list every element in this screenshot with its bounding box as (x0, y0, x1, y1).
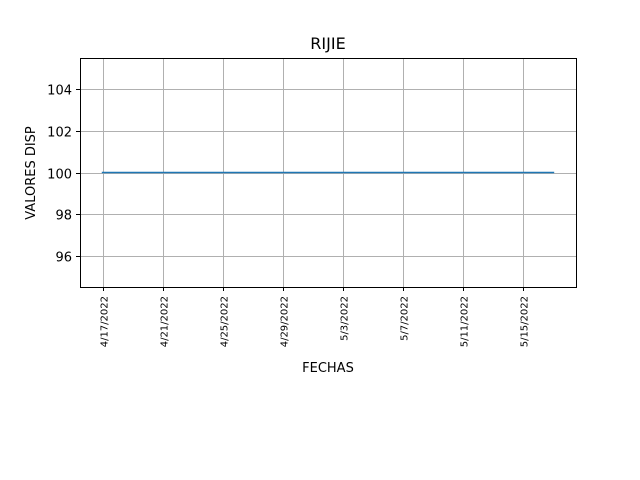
chart-title: RIJIE (310, 34, 345, 53)
y-axis: 96 98 100 102 104 (47, 84, 80, 266)
x-axis-label: FECHAS (302, 361, 354, 376)
y-tick-label: 96 (55, 251, 72, 266)
x-tick-label: 5/3/2022 (340, 296, 351, 341)
x-tick-label: 5/7/2022 (400, 296, 411, 341)
y-tick-label: 100 (47, 168, 72, 183)
x-tick-label: 5/11/2022 (460, 296, 471, 347)
y-tick-label: 104 (47, 84, 72, 99)
x-tick-label: 4/25/2022 (220, 296, 231, 347)
y-tick-label: 98 (55, 209, 72, 224)
y-axis-label: VALORES DISP (24, 126, 39, 220)
x-axis: 4/17/2022 4/21/2022 4/25/2022 4/29/2022 5/3/… (100, 287, 531, 347)
x-tick-label: 5/15/2022 (520, 296, 531, 347)
x-tick-label: 4/21/2022 (160, 296, 171, 347)
y-tick-label: 102 (47, 126, 72, 141)
x-tick-label: 4/29/2022 (280, 296, 291, 347)
plot-frame (80, 58, 577, 288)
x-tick-label: 4/17/2022 (100, 296, 111, 347)
